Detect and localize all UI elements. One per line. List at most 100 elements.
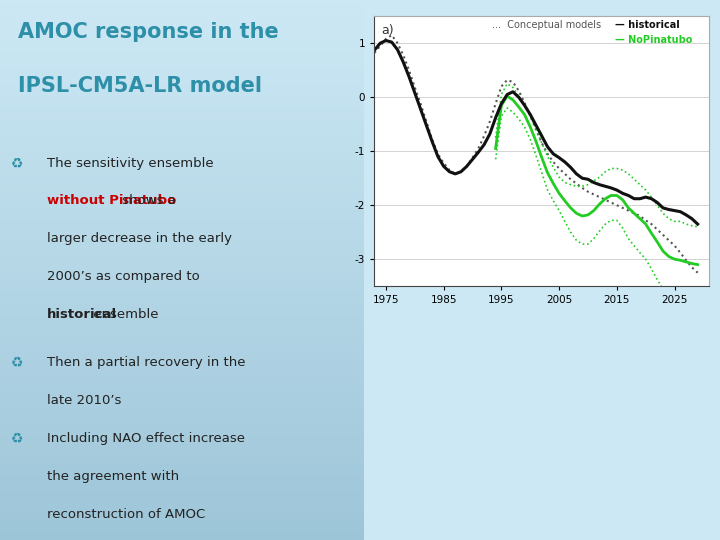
Bar bbox=[0, 383, 364, 386]
Bar bbox=[0, 529, 364, 532]
Bar bbox=[0, 505, 364, 508]
Bar bbox=[0, 440, 364, 443]
Bar bbox=[0, 319, 364, 321]
Bar bbox=[0, 124, 364, 127]
Bar bbox=[0, 270, 364, 273]
Bar bbox=[0, 475, 364, 478]
Text: AMOC response in the: AMOC response in the bbox=[18, 22, 279, 42]
Bar bbox=[0, 157, 364, 159]
Bar bbox=[0, 489, 364, 491]
Bar bbox=[0, 370, 364, 373]
Bar bbox=[0, 0, 364, 3]
Bar bbox=[0, 294, 364, 297]
Bar bbox=[0, 502, 364, 505]
Bar bbox=[0, 14, 364, 16]
Bar bbox=[0, 297, 364, 300]
Bar bbox=[0, 73, 364, 76]
Bar bbox=[0, 19, 364, 22]
Bar bbox=[0, 340, 364, 343]
Bar bbox=[0, 100, 364, 103]
Bar bbox=[0, 243, 364, 246]
Bar bbox=[0, 410, 364, 413]
Bar bbox=[0, 246, 364, 248]
Bar bbox=[0, 470, 364, 472]
Bar bbox=[0, 11, 364, 14]
Bar bbox=[0, 184, 364, 186]
Bar bbox=[0, 86, 364, 89]
Bar bbox=[0, 265, 364, 267]
Bar bbox=[0, 162, 364, 165]
Bar bbox=[0, 202, 364, 205]
Bar bbox=[0, 30, 364, 32]
Bar bbox=[0, 437, 364, 440]
Bar bbox=[0, 27, 364, 30]
Bar bbox=[0, 38, 364, 40]
Bar bbox=[0, 524, 364, 526]
Bar bbox=[0, 400, 364, 402]
Bar bbox=[0, 221, 364, 224]
Bar bbox=[0, 491, 364, 494]
Bar bbox=[0, 40, 364, 43]
Text: IPSL-CM5A-LR model: IPSL-CM5A-LR model bbox=[18, 76, 262, 96]
Bar bbox=[0, 143, 364, 146]
Text: The sensitivity ensemble: The sensitivity ensemble bbox=[48, 157, 214, 170]
Bar bbox=[0, 483, 364, 486]
Bar bbox=[0, 364, 364, 367]
Bar bbox=[0, 448, 364, 451]
Bar bbox=[0, 408, 364, 410]
Bar bbox=[0, 424, 364, 427]
Bar bbox=[0, 173, 364, 176]
Bar bbox=[0, 348, 364, 351]
Bar bbox=[0, 254, 364, 256]
Bar bbox=[0, 194, 364, 197]
Bar bbox=[0, 116, 364, 119]
Bar bbox=[0, 178, 364, 181]
Bar bbox=[0, 76, 364, 78]
Bar bbox=[0, 416, 364, 418]
Bar bbox=[0, 413, 364, 416]
Bar bbox=[0, 429, 364, 432]
Bar bbox=[0, 421, 364, 424]
Bar bbox=[0, 259, 364, 262]
Bar bbox=[0, 132, 364, 135]
Bar bbox=[0, 313, 364, 316]
Text: the agreement with: the agreement with bbox=[48, 470, 179, 483]
Bar bbox=[0, 92, 364, 94]
Bar bbox=[0, 84, 364, 86]
Bar bbox=[0, 362, 364, 364]
Bar bbox=[0, 378, 364, 381]
Bar bbox=[0, 89, 364, 92]
Text: late 2010’s: late 2010’s bbox=[48, 394, 122, 407]
Bar bbox=[0, 405, 364, 408]
Bar bbox=[0, 464, 364, 467]
Bar bbox=[0, 356, 364, 359]
Bar bbox=[0, 351, 364, 354]
Bar bbox=[0, 478, 364, 481]
Bar bbox=[0, 446, 364, 448]
Bar bbox=[0, 78, 364, 81]
Bar bbox=[0, 481, 364, 483]
Bar bbox=[0, 81, 364, 84]
Bar bbox=[0, 516, 364, 518]
Bar bbox=[0, 472, 364, 475]
Bar bbox=[0, 459, 364, 462]
Text: 2000’s as compared to: 2000’s as compared to bbox=[48, 270, 200, 283]
Bar bbox=[0, 105, 364, 108]
Bar bbox=[0, 192, 364, 194]
Bar bbox=[0, 197, 364, 200]
Text: ♻: ♻ bbox=[11, 432, 24, 446]
Bar bbox=[0, 230, 364, 232]
Text: Including NAO effect increase: Including NAO effect increase bbox=[48, 432, 246, 445]
Text: ♻: ♻ bbox=[11, 356, 24, 370]
Bar bbox=[0, 321, 364, 324]
Bar bbox=[0, 216, 364, 219]
Bar bbox=[0, 176, 364, 178]
Bar bbox=[0, 386, 364, 389]
Bar bbox=[0, 208, 364, 211]
Bar bbox=[0, 329, 364, 332]
Bar bbox=[0, 343, 364, 346]
Bar bbox=[0, 248, 364, 251]
Bar bbox=[0, 186, 364, 189]
Bar bbox=[0, 389, 364, 392]
Text: Then a partial recovery in the: Then a partial recovery in the bbox=[48, 356, 246, 369]
